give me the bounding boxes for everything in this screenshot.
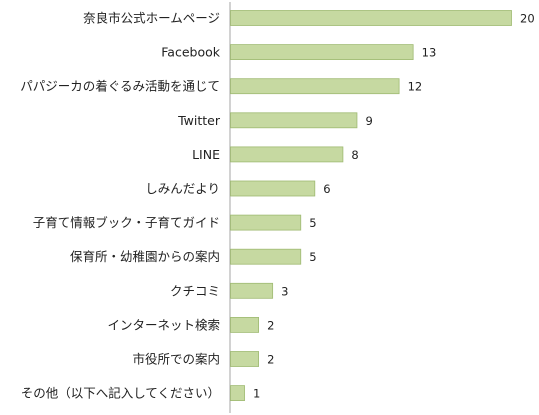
value-label: 1 [253, 387, 260, 401]
bar [230, 112, 358, 129]
bar [230, 214, 302, 231]
category-label: しみんだより [145, 181, 220, 196]
value-label: 13 [422, 46, 437, 60]
bar [230, 248, 302, 265]
bar [230, 385, 245, 402]
value-label: 3 [281, 284, 288, 298]
value-label: 9 [365, 114, 372, 128]
value-label: 6 [323, 182, 330, 196]
category-label: 子育て情報ブック・子育てガイド [33, 215, 220, 230]
bar [230, 78, 400, 95]
category-label: Facebook [161, 45, 220, 60]
bar [230, 44, 414, 60]
value-label: 12 [408, 80, 423, 94]
category-label: パパジーカの着ぐるみ活動を通じて [20, 79, 220, 94]
category-label: クチコミ [170, 283, 220, 298]
bar [230, 180, 316, 197]
category-label: 奈良市公式ホームページ [83, 11, 220, 26]
category-label: その他（以下へ記入してください） [21, 386, 220, 401]
value-label: 2 [267, 353, 274, 367]
value-label: 2 [267, 318, 274, 332]
category-label: インターネット検索 [107, 317, 220, 332]
value-label: 5 [309, 216, 316, 230]
bar [230, 351, 260, 367]
value-label: 20 [520, 12, 535, 26]
category-labels-group: 奈良市公式ホームページ Facebook パパジーカの着ぐるみ活動を通じて Twitt… [20, 11, 221, 401]
value-label: 5 [309, 250, 316, 264]
value-label: 8 [351, 148, 358, 162]
category-label: 市役所での案内 [132, 352, 220, 367]
category-label: LINE [192, 147, 220, 162]
value-labels-group: 20 13 12 9 8 6 5 5 3 2 2 1 [253, 12, 535, 401]
bar [230, 146, 344, 163]
bar [230, 316, 260, 333]
bars-group [230, 10, 512, 402]
category-label: 保育所・幼稚園からの案内 [70, 249, 220, 264]
bar [230, 10, 512, 26]
category-label: Twitter [177, 113, 221, 128]
bar [230, 282, 274, 299]
